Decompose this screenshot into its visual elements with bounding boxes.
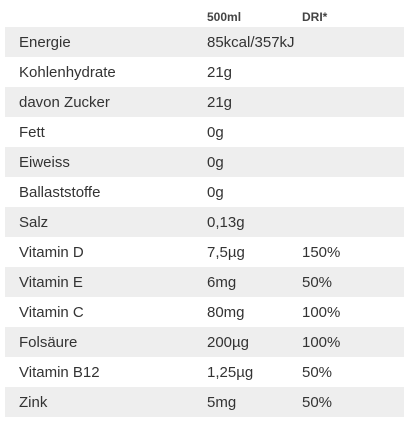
nutrient-quantity: 0g: [207, 124, 224, 141]
nutrient-quantity: 21g: [207, 64, 233, 81]
table-row: Energie 85kcal/357kJ: [5, 27, 404, 57]
nutrient-name: Folsäure: [19, 334, 78, 351]
column-header-dri: DRI*: [302, 10, 328, 24]
nutrient-quantity: 0g: [207, 154, 224, 171]
nutrient-name: Energie: [19, 34, 71, 51]
table-row: Folsäure 200µg 100%: [5, 327, 404, 357]
nutrient-name: Ballaststoffe: [19, 184, 101, 201]
nutrient-dri: 50%: [302, 274, 333, 291]
table-row: Vitamin C 80mg 100%: [5, 297, 404, 327]
nutrient-name: Salz: [19, 214, 49, 231]
nutrient-quantity: 6mg: [207, 274, 237, 291]
nutrient-quantity: 80mg: [207, 304, 245, 321]
table-row: Vitamin D 7,5µg 150%: [5, 237, 404, 267]
nutrient-name: Kohlenhydrate: [19, 64, 116, 81]
table-row: davon Zucker 21g: [5, 87, 404, 117]
table-row: Ballaststoffe 0g: [5, 177, 404, 207]
table-header: 500ml DRI*: [0, 0, 411, 27]
nutrient-name: Vitamin E: [19, 274, 83, 291]
nutrient-quantity: 1,25µg: [207, 364, 254, 381]
nutrient-name: Eiweiss: [19, 154, 70, 171]
nutrient-quantity: 5mg: [207, 394, 237, 411]
nutrient-dri: 150%: [302, 244, 341, 261]
table-row: Kohlenhydrate 21g: [5, 57, 404, 87]
nutrient-dri: 100%: [302, 304, 341, 321]
table-row: Vitamin B12 1,25µg 50%: [5, 357, 404, 387]
table-row: Eiweiss 0g: [5, 147, 404, 177]
table-row: Salz 0,13g: [5, 207, 404, 237]
nutrient-dri: 50%: [302, 394, 333, 411]
nutrient-name: davon Zucker: [19, 94, 110, 111]
nutrient-name: Zink: [19, 394, 48, 411]
table-body: Energie 85kcal/357kJ Kohlenhydrate 21g davon…: [5, 27, 404, 417]
nutrient-quantity: 21g: [207, 94, 233, 111]
table-row: Fett 0g: [5, 117, 404, 147]
nutrient-quantity: 0g: [207, 184, 224, 201]
nutrient-name: Vitamin D: [19, 244, 84, 261]
column-header-quantity: 500ml: [207, 10, 242, 24]
nutrient-quantity: 85kcal/357kJ: [207, 34, 295, 51]
nutrient-name: Fett: [19, 124, 45, 141]
nutrient-quantity: 0,13g: [207, 214, 245, 231]
table-row: Vitamin E 6mg 50%: [5, 267, 404, 297]
nutrient-name: Vitamin C: [19, 304, 84, 321]
nutrient-dri: 50%: [302, 364, 333, 381]
table-row: Zink 5mg 50%: [5, 387, 404, 417]
nutrient-name: Vitamin B12: [19, 364, 100, 381]
nutrient-dri: 100%: [302, 334, 341, 351]
nutrient-quantity: 7,5µg: [207, 244, 245, 261]
nutrient-quantity: 200µg: [207, 334, 250, 351]
